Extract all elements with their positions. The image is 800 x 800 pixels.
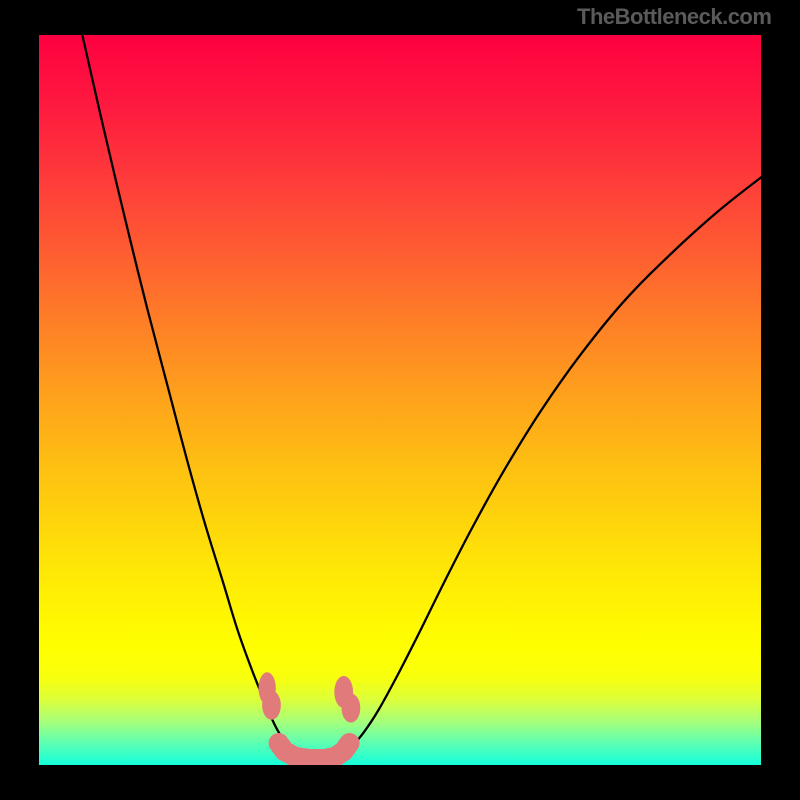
watermark-text: TheBottleneck.com bbox=[577, 4, 771, 30]
overlay-blob bbox=[342, 693, 361, 722]
chart-container: TheBottleneck.com bbox=[0, 0, 800, 800]
plot-background-gradient bbox=[39, 35, 761, 765]
bottleneck-chart bbox=[0, 0, 800, 800]
overlay-blob bbox=[262, 691, 281, 720]
